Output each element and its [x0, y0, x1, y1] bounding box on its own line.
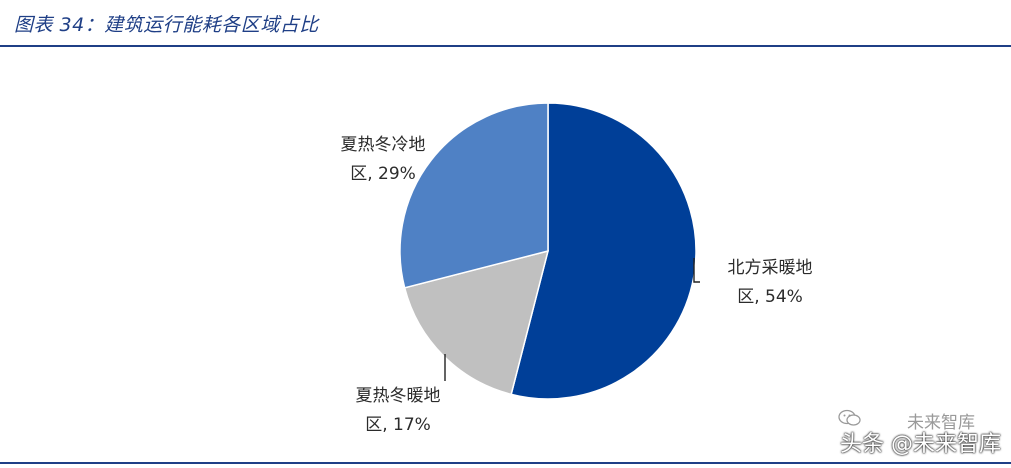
slice-label-0-line2: 区, 54% — [737, 287, 803, 307]
slice-label-1-line1: 夏热冬暖地 — [356, 386, 441, 406]
figure-title: 图表 34：建筑运行能耗各区域占比 — [14, 14, 319, 36]
slice-label-2-line1: 夏热冬冷地 — [341, 135, 426, 155]
leader-line-0 — [693, 258, 700, 283]
top-rule — [0, 45, 1011, 47]
pie-slice-1 — [403, 249, 550, 396]
slice-label-0-line1: 北方采暖地 — [728, 258, 813, 278]
slice-label-1-line2: 区, 17% — [365, 415, 431, 435]
watermark-faint: 未来智库 — [907, 413, 975, 433]
wechat-icon — [838, 409, 861, 426]
bottom-rule — [0, 462, 1011, 464]
pie-slice-2 — [399, 102, 549, 289]
pie-slice-0 — [510, 102, 697, 400]
watermark-brand: 头条 @未来智库 — [840, 432, 1001, 457]
slice-label-2-line2: 区, 29% — [350, 164, 416, 184]
